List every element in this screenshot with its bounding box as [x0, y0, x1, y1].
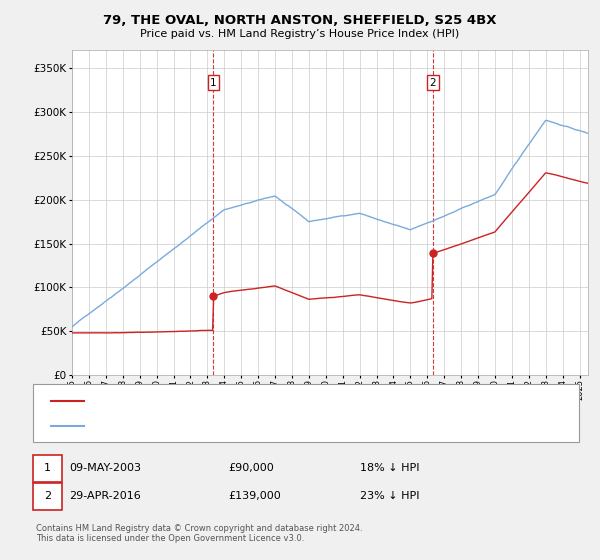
- Text: 79, THE OVAL, NORTH ANSTON, SHEFFIELD, S25 4BX: 79, THE OVAL, NORTH ANSTON, SHEFFIELD, S…: [103, 14, 497, 27]
- Text: 23% ↓ HPI: 23% ↓ HPI: [360, 491, 419, 501]
- Text: 2: 2: [430, 78, 436, 88]
- Text: £90,000: £90,000: [228, 463, 274, 473]
- Text: HPI: Average price, detached house, Rotherham: HPI: Average price, detached house, Roth…: [90, 421, 329, 431]
- Text: 1: 1: [210, 78, 217, 88]
- Text: 18% ↓ HPI: 18% ↓ HPI: [360, 463, 419, 473]
- Text: 79, THE OVAL, NORTH ANSTON, SHEFFIELD, S25 4BX (detached house): 79, THE OVAL, NORTH ANSTON, SHEFFIELD, S…: [90, 396, 444, 407]
- Text: £139,000: £139,000: [228, 491, 281, 501]
- Text: Price paid vs. HM Land Registry’s House Price Index (HPI): Price paid vs. HM Land Registry’s House …: [140, 29, 460, 39]
- Text: 1: 1: [44, 463, 51, 473]
- Text: 2: 2: [44, 491, 51, 501]
- Text: 09-MAY-2003: 09-MAY-2003: [69, 463, 141, 473]
- Text: Contains HM Land Registry data © Crown copyright and database right 2024.
This d: Contains HM Land Registry data © Crown c…: [36, 524, 362, 543]
- Text: 29-APR-2016: 29-APR-2016: [69, 491, 141, 501]
